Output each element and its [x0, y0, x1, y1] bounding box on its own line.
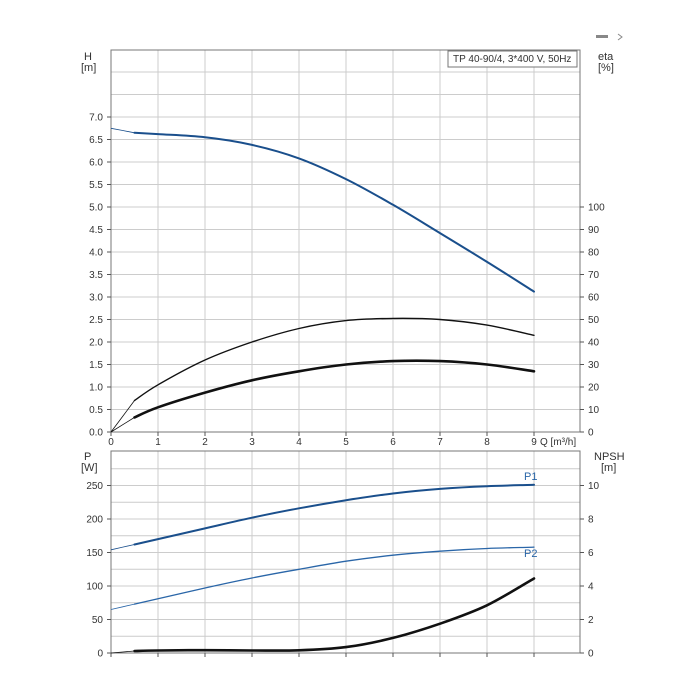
head-curve — [133, 131, 535, 293]
top-ylabel-right-1: eta — [598, 51, 614, 63]
y-tick-label-right: 100 — [588, 203, 605, 214]
x-tick-label: 2 — [202, 437, 208, 448]
x-tick-label: 1 — [155, 437, 161, 448]
y-tick-label-left: 6.5 — [89, 135, 103, 146]
top-ylabel-right-2: [%] — [598, 62, 614, 74]
top-chart-ticks: 0.0 0.5 1.0 1.5 2.0 2.5 3.0 3.5 4.0 4.5 5.0 5.5 6.0 6… — [89, 113, 605, 449]
top-ylabel-left-2: [m] — [81, 62, 96, 74]
x-tick-label: 3 — [249, 437, 255, 448]
y-tick-label-left: 6.0 — [89, 158, 103, 169]
y-tick-label-left: 0.5 — [89, 405, 103, 416]
y-tick-label-right: 0 — [588, 649, 594, 660]
y-tick-label-right: 8 — [588, 515, 594, 526]
npsh-curve-extrapolated — [110, 650, 135, 654]
bottom-ylabel-left-2: [W] — [81, 462, 98, 474]
bottom-ylabel-right-1: NPSH — [594, 451, 625, 463]
x-tick-label: 7 — [437, 437, 443, 448]
efficiency-curve-1 — [133, 317, 535, 402]
x-tick-label: 0 — [108, 437, 114, 448]
y-tick-label-right: 0 — [588, 428, 594, 439]
x-tick-label: 9 — [531, 437, 537, 448]
efficiency-curve-2-extrapolated — [110, 417, 135, 433]
collapse-icon[interactable] — [617, 33, 623, 41]
x-tick-label: 5 — [343, 437, 349, 448]
y-tick-label-left: 5.5 — [89, 180, 103, 191]
y-tick-label-left: 250 — [86, 481, 103, 492]
y-tick-label-left: 2.5 — [89, 315, 103, 326]
y-tick-label-left: 2.0 — [89, 338, 103, 349]
power-curve-p2 — [133, 546, 535, 605]
y-tick-label-left: 7.0 — [89, 113, 103, 124]
power-curve-p2-extrapolated — [110, 603, 135, 610]
y-tick-label-right: 80 — [588, 248, 600, 259]
y-tick-label-right: 20 — [588, 383, 600, 394]
y-tick-label-right: 30 — [588, 360, 600, 371]
y-tick-label-left: 4.5 — [89, 225, 103, 236]
y-tick-label-left: 5.0 — [89, 203, 103, 214]
y-tick-label-right: 70 — [588, 270, 600, 281]
power-curve-p1 — [133, 483, 535, 546]
y-tick-label-left: 1.5 — [89, 360, 103, 371]
y-tick-label-right: 90 — [588, 225, 600, 236]
chart-title: TP 40-90/4, 3*400 V, 50Hz — [453, 54, 571, 65]
bottom-chart-series — [110, 483, 536, 654]
y-tick-label-right: 10 — [588, 405, 600, 416]
x-axis-label: Q [m³/h] — [540, 437, 576, 448]
bottom-chart-grid — [111, 451, 580, 653]
efficiency-curve-2 — [133, 359, 536, 419]
series-label-p1: P1 — [524, 471, 537, 483]
y-tick-label-right: 6 — [588, 548, 594, 559]
y-tick-label-left: 150 — [86, 548, 103, 559]
head-curve-extrapolated — [110, 127, 135, 134]
x-tick-label: 8 — [484, 437, 490, 448]
y-tick-label-left: 200 — [86, 515, 103, 526]
top-title-box: TP 40-90/4, 3*400 V, 50Hz — [447, 50, 578, 68]
power-curve-p1-extrapolated — [110, 544, 135, 551]
y-tick-label-left: 1.0 — [89, 383, 103, 394]
y-tick-label-right: 10 — [588, 481, 600, 492]
y-tick-label-left: 0 — [97, 649, 103, 660]
x-tick-label: 6 — [390, 437, 396, 448]
y-tick-label-right: 60 — [588, 293, 600, 304]
y-tick-label-right: 40 — [588, 338, 600, 349]
y-tick-label-left: 4.0 — [89, 248, 103, 259]
efficiency-curve-1-extrapolated — [110, 400, 135, 433]
chart-toolbar[interactable] — [596, 33, 623, 41]
npsh-curve — [133, 577, 536, 653]
y-tick-label-left: 100 — [86, 582, 103, 593]
series-label-p2: P2 — [524, 548, 537, 560]
y-tick-label-left: 3.5 — [89, 270, 103, 281]
top-chart-series — [110, 127, 536, 433]
y-tick-label-right: 50 — [588, 315, 600, 326]
minimize-icon[interactable] — [596, 35, 608, 38]
y-tick-label-right: 4 — [588, 582, 594, 593]
bottom-chart-ticks: 0 50 100 150 200 250 0 2 4 6 8 10 — [86, 481, 599, 660]
bottom-ylabel-left-1: P — [84, 451, 91, 463]
y-tick-label-left: 50 — [92, 615, 104, 626]
top-chart-grid — [111, 50, 580, 432]
y-tick-label-right: 2 — [588, 615, 594, 626]
y-tick-label-left: 0.0 — [89, 428, 103, 439]
y-tick-label-left: 3.0 — [89, 293, 103, 304]
top-ylabel-left-1: H — [84, 51, 92, 63]
x-tick-label: 4 — [296, 437, 302, 448]
bottom-ylabel-right-2: [m] — [601, 462, 616, 474]
